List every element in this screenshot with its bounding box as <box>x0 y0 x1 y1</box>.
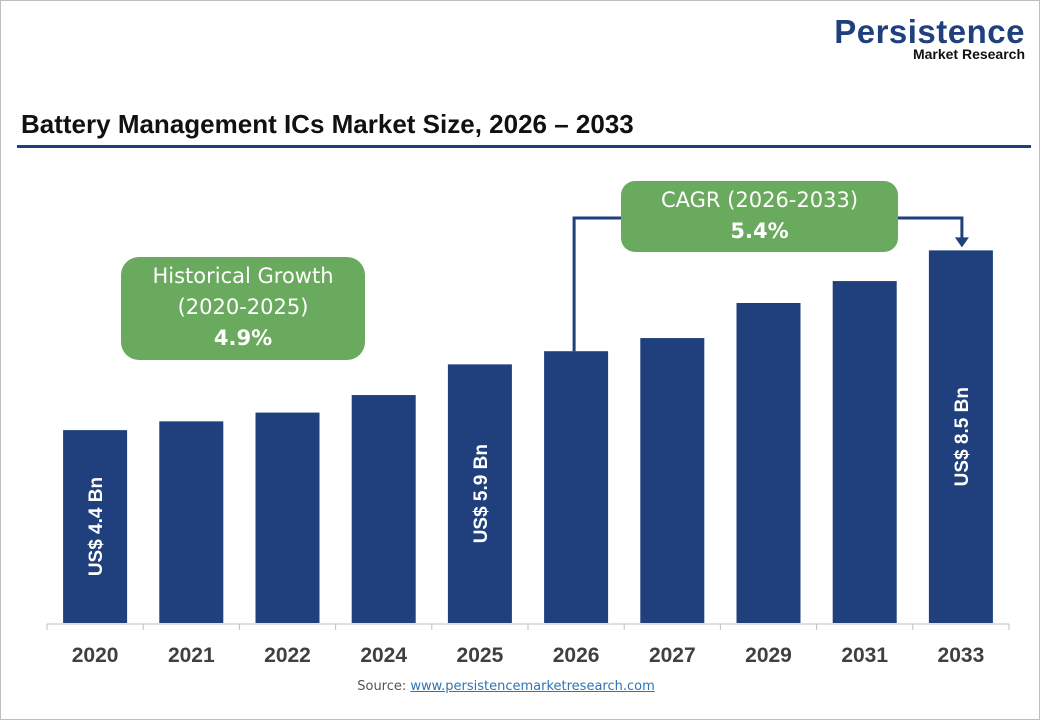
cagr-value: 5.4% <box>730 219 789 243</box>
logo-name: Persistence <box>834 13 1025 50</box>
bar-2033 <box>928 250 993 623</box>
arrow-down-icon <box>954 237 969 248</box>
bar-2022 <box>255 412 320 623</box>
x-tick-label-2021: 2021 <box>168 644 215 667</box>
bar-2021 <box>159 421 224 623</box>
data-label-2033: US$ 8.5 Bn <box>952 387 973 486</box>
bar-2031 <box>832 281 897 623</box>
chart-title: Battery Management ICs Market Size, 2026… <box>21 109 634 139</box>
data-label-2025: US$ 5.9 Bn <box>471 444 492 543</box>
bar-2026 <box>544 351 609 623</box>
cagr-connector-left <box>572 216 621 352</box>
x-tick-label-2022: 2022 <box>264 644 311 667</box>
cagr-callout: CAGR (2026-2033) 5.4% <box>621 181 898 252</box>
x-tick-label-2024: 2024 <box>360 644 407 667</box>
bar-2025 <box>447 364 512 623</box>
source-label: Source: <box>357 679 407 694</box>
cagr-label: CAGR (2026-2033) <box>660 188 859 212</box>
bar-2027 <box>640 338 705 623</box>
bar-2020 <box>63 430 128 623</box>
x-tick-label-2027: 2027 <box>649 644 696 667</box>
logo-tagline: Market Research <box>912 46 1025 62</box>
historical-period: (2020-2025) <box>177 295 309 319</box>
source-note: Source: www.persistencemarketresearch.co… <box>1 679 1011 694</box>
x-tick-label-2031: 2031 <box>841 644 888 667</box>
bar-2029 <box>736 302 801 623</box>
logo: Persistence Market Research <box>834 13 1025 62</box>
x-tick-label-2020: 2020 <box>72 644 119 667</box>
historical-label: Historical Growth <box>152 264 334 288</box>
bar-2024 <box>351 395 416 623</box>
source-link[interactable]: www.persistencemarketresearch.com <box>410 679 655 694</box>
cagr-connector-right <box>898 216 964 239</box>
data-label-2020: US$ 4.4 Bn <box>86 477 107 576</box>
x-tick-label-2033: 2033 <box>938 644 985 667</box>
historical-growth-callout: Historical Growth (2020-2025) 4.9% <box>121 257 365 360</box>
x-tick-label-2025: 2025 <box>457 644 504 667</box>
x-tick-label-2026: 2026 <box>553 644 600 667</box>
historical-value: 4.9% <box>213 326 273 350</box>
x-tick-label-2029: 2029 <box>745 644 792 667</box>
title-divider <box>17 145 1031 148</box>
